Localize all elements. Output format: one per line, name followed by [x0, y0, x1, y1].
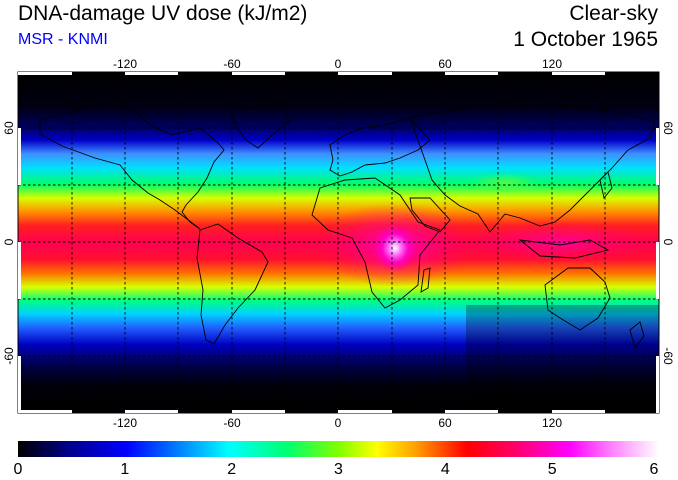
map-title: DNA-damage UV dose (kJ/m2) — [18, 2, 308, 25]
asia-coast — [409, 103, 656, 233]
lat-tick-label: -60 — [2, 347, 16, 365]
europe-coast — [329, 117, 431, 177]
lon-tick-label: 120 — [542, 416, 562, 430]
colorbar-label: 5 — [548, 461, 557, 478]
colorbar-label: 2 — [227, 461, 236, 478]
antarctica-coast — [18, 397, 659, 406]
arabia-coast — [409, 197, 451, 233]
map-date: 1 October 1965 — [513, 28, 658, 51]
uv-dose-field — [18, 72, 659, 413]
map-source: MSR - KNMI — [18, 31, 108, 48]
colorbar: 0 1 2 3 4 5 6 — [14, 441, 659, 478]
lat-ticks-right: 60 0 -60 — [661, 121, 675, 365]
greenland-coast — [229, 103, 291, 149]
lon-tick-label: -120 — [113, 57, 137, 71]
lon-tick-label: 60 — [438, 57, 452, 71]
australia-coast — [544, 267, 611, 331]
lat-tick-label: 60 — [2, 121, 16, 135]
lon-tick-label: -120 — [113, 416, 137, 430]
lon-tick-label: 60 — [438, 416, 452, 430]
lat-tick-label: 0 — [661, 239, 675, 246]
lon-tick-label: 0 — [335, 416, 342, 430]
africa-hotspot — [373, 224, 417, 272]
lon-ticks-bottom: -120 -60 0 60 120 — [113, 416, 562, 430]
lon-tick-label: 0 — [335, 57, 342, 71]
data-gap-shade — [466, 305, 659, 413]
asia-green-region — [470, 173, 540, 193]
coastlines — [18, 103, 659, 406]
new-zealand-coast — [629, 321, 645, 350]
africa-coast — [311, 177, 441, 309]
south-america-coast — [196, 223, 269, 345]
lat-tick-label: 60 — [661, 121, 675, 135]
lat-tick-label: -60 — [661, 347, 675, 365]
japan-coast — [599, 171, 613, 200]
madagascar-coast — [420, 267, 431, 293]
lon-tick-label: -60 — [223, 57, 241, 71]
lat-ticks-left: 60 0 -60 — [2, 121, 16, 365]
colorbar-label: 6 — [650, 461, 659, 478]
colorbar-label: 1 — [120, 461, 129, 478]
lon-tick-label: 120 — [542, 57, 562, 71]
colorbar-label: 4 — [441, 461, 450, 478]
lon-tick-label: -60 — [223, 416, 241, 430]
indonesia-coast — [518, 239, 610, 259]
colorbar-label: 3 — [334, 461, 343, 478]
map-frame — [17, 71, 660, 414]
sky-condition: Clear-sky — [569, 2, 658, 25]
colorbar-labels: 0 1 2 3 4 5 6 — [14, 461, 659, 478]
north-america-coast — [39, 103, 225, 230]
colorbar-label: 0 — [14, 461, 23, 478]
lon-ticks-top: -120 -60 0 60 120 — [113, 57, 562, 71]
lat-tick-label: 0 — [2, 238, 16, 245]
graticule — [18, 72, 659, 413]
colorbar-gradient — [18, 441, 659, 457]
